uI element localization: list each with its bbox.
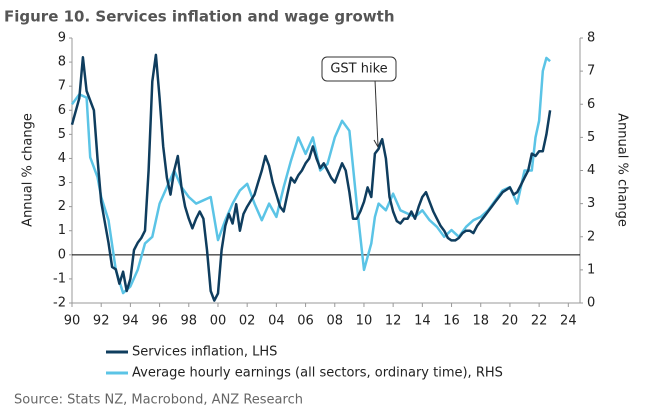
x-tick-label: 00 bbox=[210, 314, 227, 329]
y-tick-label: -2 bbox=[53, 296, 66, 311]
x-tick-label: 10 bbox=[356, 314, 373, 329]
chart-title: Figure 10. Services inflation and wage g… bbox=[4, 8, 395, 26]
y2-tick-label: 6 bbox=[587, 97, 595, 112]
y-tick-label: 8 bbox=[58, 55, 66, 70]
y2-tick-label: 8 bbox=[587, 31, 595, 46]
x-tick-label: 04 bbox=[268, 314, 285, 329]
x-tick-label: 12 bbox=[385, 314, 402, 329]
x-tick-label: 08 bbox=[326, 314, 343, 329]
series-line bbox=[70, 56, 551, 295]
y-tick-label: 7 bbox=[58, 79, 66, 94]
y2-tick-label: 4 bbox=[587, 163, 595, 178]
y-tick-label: 0 bbox=[58, 247, 66, 262]
x-tick-label: 94 bbox=[122, 314, 139, 329]
y-tick-label: 9 bbox=[58, 31, 66, 46]
y2-tick-label: 2 bbox=[587, 229, 595, 244]
x-tick-label: 22 bbox=[531, 314, 548, 329]
y-tick-label: 3 bbox=[58, 175, 66, 190]
y-tick-label: 6 bbox=[58, 103, 66, 118]
y-tick-label: 5 bbox=[58, 127, 66, 142]
annotation: GST hike bbox=[330, 62, 387, 77]
x-tick-label: 18 bbox=[472, 314, 489, 329]
series-line bbox=[70, 53, 552, 302]
y-axis-label: Annual % change bbox=[21, 113, 36, 227]
x-tick-label: 98 bbox=[181, 314, 198, 329]
y2-axis-label: Annual % change bbox=[615, 113, 630, 227]
annotation-box bbox=[321, 56, 397, 82]
annotation-arrow bbox=[374, 79, 379, 147]
source: Source: Stats NZ, Macrobond, ANZ Researc… bbox=[14, 393, 303, 408]
y-tick-label: 4 bbox=[58, 151, 66, 166]
y2-tick-label: 5 bbox=[587, 130, 595, 145]
y2-tick-label: 0 bbox=[587, 296, 595, 311]
x-tick-label: 90 bbox=[64, 314, 81, 329]
y2-tick-label: 7 bbox=[587, 64, 595, 79]
y-tick-label: 2 bbox=[58, 199, 66, 214]
x-tick-label: 14 bbox=[414, 314, 431, 329]
x-tick-label: 92 bbox=[93, 314, 110, 329]
x-tick-label: 16 bbox=[443, 314, 460, 329]
x-tick-label: 02 bbox=[239, 314, 256, 329]
legend-label: Services inflation, LHS bbox=[132, 345, 277, 360]
x-tick-label: 20 bbox=[502, 314, 519, 329]
y2-tick-label: 3 bbox=[587, 196, 595, 211]
y-tick-label: 1 bbox=[58, 223, 66, 238]
x-tick-label: 96 bbox=[151, 314, 168, 329]
x-tick-label: 24 bbox=[560, 314, 577, 329]
legend-label: Average hourly earnings (all sectors, or… bbox=[132, 366, 503, 381]
y-tick-label: -1 bbox=[53, 271, 66, 286]
y2-tick-label: 1 bbox=[587, 262, 595, 277]
x-tick-label: 06 bbox=[297, 314, 314, 329]
